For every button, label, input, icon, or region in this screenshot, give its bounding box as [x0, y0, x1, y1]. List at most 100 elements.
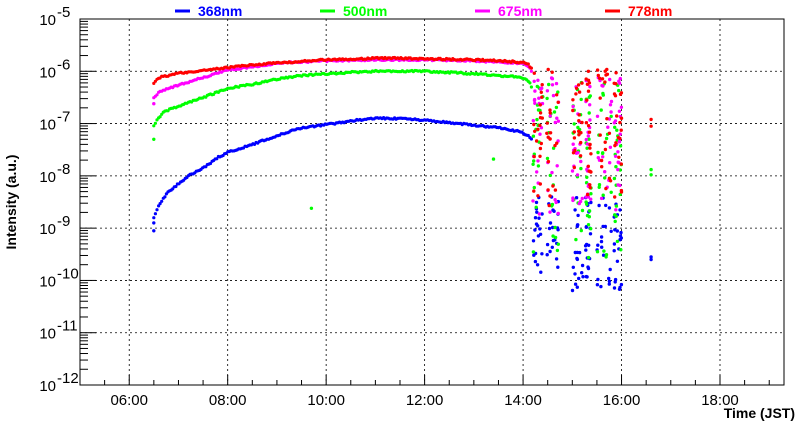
data-point: [531, 199, 535, 203]
data-point: [551, 146, 556, 150]
data-point: [599, 235, 604, 239]
data-point: [599, 284, 603, 289]
data-point: [601, 253, 606, 257]
data-point: [550, 77, 555, 81]
data-point: [309, 206, 314, 210]
y-tick-exponent: -5: [57, 4, 70, 21]
data-point: [554, 81, 559, 86]
data-point: [576, 213, 580, 218]
data-point: [576, 83, 581, 87]
data-point: [534, 200, 539, 205]
data-point: [619, 116, 624, 120]
data-point: [577, 129, 581, 133]
data-point: [613, 154, 618, 158]
data-point: [599, 239, 604, 244]
data-point: [618, 183, 622, 188]
data-point: [600, 245, 604, 249]
data-point: [574, 86, 579, 91]
data-point: [586, 134, 590, 138]
data-point: [573, 272, 577, 276]
data-point: [595, 283, 600, 287]
data-point: [585, 175, 589, 179]
data-point: [572, 122, 576, 126]
data-point: [604, 73, 608, 77]
data-point: [571, 142, 575, 146]
data-point: [535, 210, 539, 214]
data-point: [609, 110, 613, 114]
data-point: [618, 208, 622, 212]
data-point: [545, 131, 549, 135]
data-point: [580, 120, 584, 125]
data-point: [532, 71, 536, 75]
data-point: [536, 164, 541, 168]
data-point: [575, 173, 580, 177]
data-point: [556, 90, 560, 94]
data-point: [152, 102, 156, 106]
data-point: [535, 170, 539, 174]
y-tick-label: 10: [39, 273, 56, 290]
data-point: [538, 132, 542, 136]
data-point: [603, 80, 607, 84]
data-point: [613, 143, 617, 148]
data-point: [555, 141, 559, 145]
data-point: [547, 82, 551, 87]
data-point: [649, 167, 653, 172]
y-tick-exponent: -11: [57, 318, 78, 335]
data-point: [649, 255, 653, 259]
data-point: [556, 265, 560, 269]
data-point: [551, 234, 555, 238]
data-point: [553, 120, 557, 125]
y-tick-label: 10: [39, 12, 56, 29]
data-point: [598, 133, 602, 137]
data-point: [584, 248, 588, 252]
data-point: [614, 214, 618, 218]
data-point: [587, 243, 591, 247]
data-point: [595, 68, 600, 72]
data-point: [618, 76, 622, 81]
data-point: [588, 142, 592, 147]
data-point: [533, 216, 538, 220]
data-point: [617, 155, 621, 159]
data-point: [540, 252, 544, 256]
data-point: [604, 203, 608, 208]
x-axis-label: Time (JST): [724, 405, 795, 421]
plot-frame: [79, 18, 785, 386]
data-point: [580, 263, 585, 268]
data-point: [609, 190, 613, 194]
data-point: [491, 157, 496, 161]
data-point: [597, 76, 602, 81]
data-point: [550, 202, 555, 207]
data-point: [548, 111, 552, 115]
data-point: [608, 77, 612, 82]
data-point: [532, 154, 536, 159]
data-point: [548, 137, 552, 141]
data-point: [532, 98, 537, 103]
data-point: [577, 250, 582, 255]
data-point: [609, 114, 613, 119]
data-point: [158, 202, 162, 206]
data-point: [586, 69, 591, 74]
legend-label-500nm: 500nm: [343, 3, 387, 19]
x-tick-label: 06:00: [110, 392, 148, 409]
x-tick-label: 16:00: [603, 392, 641, 409]
data-point: [588, 146, 592, 150]
data-point: [589, 197, 593, 201]
data-point: [533, 129, 537, 133]
data-point: [551, 184, 555, 188]
data-point: [550, 170, 554, 175]
data-point: [152, 229, 156, 233]
data-point: [550, 70, 554, 74]
data-point: [556, 242, 560, 246]
data-point: [619, 162, 623, 166]
data-point: [584, 137, 588, 142]
data-point: [553, 235, 558, 240]
data-point: [152, 124, 156, 128]
data-point: [533, 101, 537, 106]
y-tick-label: 10: [39, 64, 56, 81]
data-point: [155, 93, 159, 97]
data-points: [152, 55, 653, 293]
data-point: [600, 165, 604, 169]
data-point: [571, 104, 575, 109]
x-tick-label: 18:00: [701, 392, 739, 409]
data-point: [538, 232, 543, 236]
